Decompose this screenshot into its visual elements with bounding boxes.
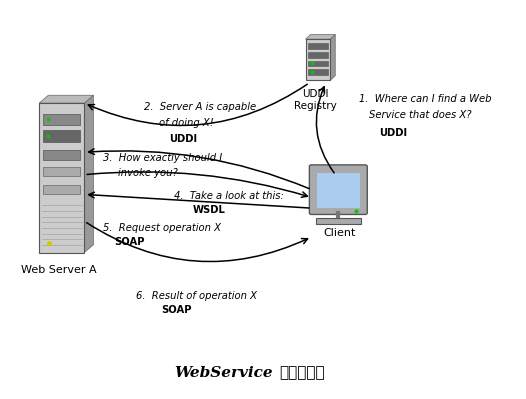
Bar [43,150,80,160]
Bar [306,39,330,81]
Bar [43,167,80,176]
Bar [308,43,328,49]
Text: UDDI
Registry: UDDI Registry [295,89,337,111]
Text: invoke you?: invoke you? [118,168,178,178]
Bar [43,185,80,194]
Bar [308,52,328,57]
Text: 6.  Result of operation X: 6. Result of operation X [136,291,257,301]
Text: UDDI: UDDI [379,128,408,138]
Text: Service that does X?: Service that does X? [369,110,471,120]
Polygon shape [306,34,335,39]
Bar [39,103,84,253]
Polygon shape [330,34,335,81]
Text: 3.  How exactly should I: 3. How exactly should I [103,153,222,163]
Text: UDDI: UDDI [169,134,197,144]
Bar [317,173,360,208]
Text: SOAP: SOAP [161,306,192,316]
Text: Web Server A: Web Server A [22,265,97,275]
Bar [316,218,361,224]
Bar [308,61,328,66]
Text: SOAP: SOAP [115,237,145,247]
Polygon shape [84,95,94,253]
Text: 1.  Where can I find a Web: 1. Where can I find a Web [359,94,491,104]
Text: WebService: WebService [175,365,273,379]
Bar [43,130,80,142]
Text: of doing X!: of doing X! [159,118,214,128]
Bar [43,114,80,125]
Text: WSDL: WSDL [193,205,225,215]
Polygon shape [39,95,94,103]
Bar [308,69,328,75]
Text: 2.  Server A is capable: 2. Server A is capable [144,102,256,112]
Text: 4.  Take a look at this:: 4. Take a look at this: [175,191,284,201]
Text: 5.  Request operation X: 5. Request operation X [103,223,221,233]
Text: Client: Client [323,228,356,238]
Text: 步骤流程图: 步骤流程图 [279,365,325,380]
FancyBboxPatch shape [309,165,367,214]
